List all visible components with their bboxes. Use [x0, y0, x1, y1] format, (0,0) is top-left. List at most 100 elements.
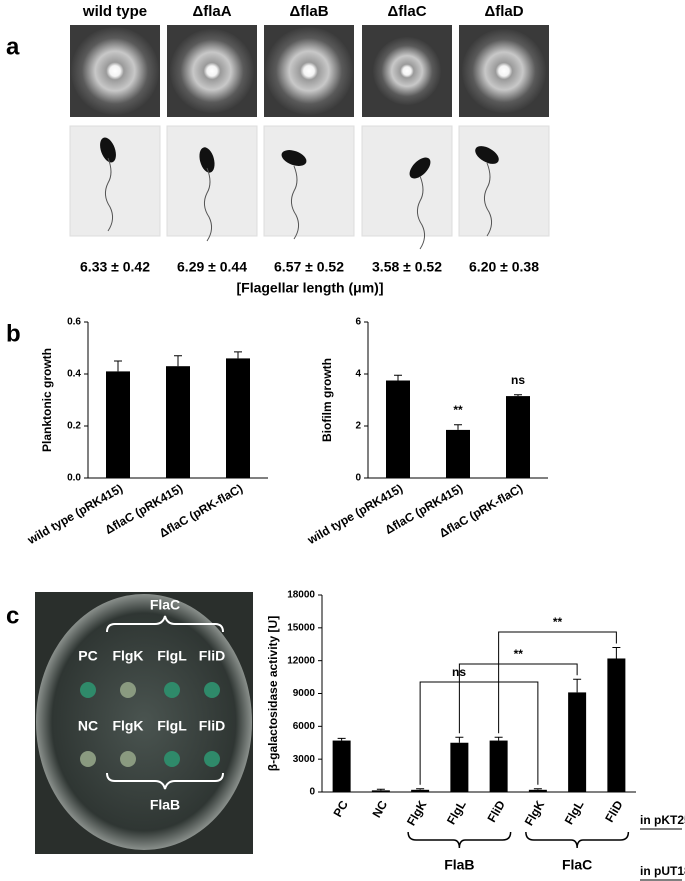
y-tick-label: 2	[355, 421, 361, 432]
swarm-halo	[71, 27, 159, 115]
error-bar	[394, 374, 402, 381]
y-tick-label: 0	[309, 787, 315, 798]
flagellar-length: 6.29 ± 0.44	[177, 259, 247, 275]
bar	[166, 366, 190, 478]
flagellum	[203, 167, 213, 242]
strain-label: ΔflaD	[484, 3, 523, 20]
error-bar	[455, 736, 464, 743]
bar	[568, 692, 587, 792]
error-bar	[533, 788, 542, 790]
bar	[446, 429, 470, 478]
y-tick-label: 0.6	[67, 317, 81, 328]
strain-label: wild type	[82, 3, 147, 20]
spot-label: NC	[78, 718, 98, 734]
flagellum	[290, 165, 300, 240]
error-bar	[337, 737, 346, 741]
x-tick-label: FliD	[485, 798, 509, 825]
y-axis-label: Planktonic growth	[40, 348, 54, 452]
panel-a: wild type 6.33 ± 0.42 ΔflaA 6.29 ± 0.44 Δfla…	[69, 3, 550, 296]
y-tick-label: 4	[355, 369, 361, 380]
significance: **	[553, 615, 563, 629]
spot-label: FliD	[199, 648, 225, 664]
bar	[528, 789, 547, 792]
spot	[120, 751, 136, 767]
significance: **	[514, 647, 524, 661]
y-tick-label: 12000	[287, 655, 315, 666]
x-tick-label: FliD	[602, 798, 626, 825]
y-axis-label: β-galactosidase activity [U]	[266, 616, 280, 771]
y-tick-label: 18000	[287, 590, 315, 601]
row-label: in pUT18c	[640, 864, 685, 878]
x-tick-label: PC	[331, 798, 352, 820]
agar-plate: FlaC FlaB PC FlgK FlgL FliD NC FlgK FlgL FliD	[35, 592, 253, 854]
x-tick-label: FlgL	[562, 798, 587, 827]
error-bar	[573, 678, 582, 693]
spot-label: FlgL	[157, 718, 187, 734]
spot	[164, 751, 180, 767]
plate-dish	[36, 594, 252, 850]
significance-bracket	[498, 631, 617, 734]
error-bar	[234, 351, 242, 359]
flagellum	[416, 175, 426, 250]
micrograph	[69, 125, 161, 237]
significance: ns	[511, 373, 525, 387]
x-tick-label: NC	[369, 798, 390, 820]
brace	[106, 772, 224, 790]
bar	[506, 396, 530, 478]
bar	[411, 789, 430, 792]
error-bar	[612, 647, 621, 659]
strain-label: ΔflaB	[289, 3, 328, 20]
y-tick-label: 0	[355, 473, 361, 484]
y-tick-label: 9000	[293, 688, 316, 699]
y-tick-label: 15000	[287, 622, 315, 633]
x-tick-label: wild type (pRK415)	[304, 481, 405, 547]
bar	[106, 371, 130, 478]
error-bar	[376, 788, 385, 791]
bar	[226, 358, 250, 478]
micrograph	[263, 125, 355, 237]
cell	[475, 146, 499, 164]
bar	[607, 658, 626, 792]
cell	[100, 137, 116, 163]
cell	[199, 147, 215, 173]
y-tick-label: 0.2	[67, 421, 81, 432]
cell	[409, 157, 431, 179]
micrograph	[166, 125, 258, 237]
group-brace	[407, 831, 512, 849]
spot-label: FlgK	[112, 648, 143, 664]
swarm-halo	[373, 37, 441, 105]
bar	[489, 740, 508, 792]
x-tick-label: FlgK	[522, 798, 548, 828]
swarm-halo	[462, 29, 546, 113]
flagellum	[104, 157, 114, 232]
error-bar	[416, 788, 425, 790]
group-label: FlaC	[150, 597, 180, 613]
brace	[106, 615, 224, 633]
length-caption: [Flagellar length (μm)]	[236, 280, 383, 296]
spot	[204, 751, 220, 767]
spot-label: FlgK	[112, 718, 143, 734]
group-brace	[525, 831, 630, 849]
error-bar	[494, 736, 503, 741]
panel-label: b	[6, 320, 21, 347]
spot-label: FliD	[199, 718, 225, 734]
panel-label: a	[6, 33, 20, 60]
y-tick-label: 0.0	[67, 473, 81, 484]
swarm-halo	[170, 29, 254, 113]
micrograph	[361, 125, 453, 237]
x-tick-label: FlgL	[444, 798, 469, 827]
row-label: in pKT25	[640, 813, 685, 827]
bar	[371, 790, 390, 792]
y-tick-label: 0.4	[67, 369, 81, 380]
error-bar	[514, 394, 522, 397]
flagellum	[483, 162, 493, 237]
spot	[164, 682, 180, 698]
cell	[281, 150, 307, 166]
swarm-halo	[265, 27, 353, 115]
bar	[332, 740, 351, 792]
y-tick-label: 6000	[293, 721, 316, 732]
spot-label: FlgL	[157, 648, 187, 664]
micrograph	[458, 125, 550, 237]
error-bar	[174, 355, 182, 367]
